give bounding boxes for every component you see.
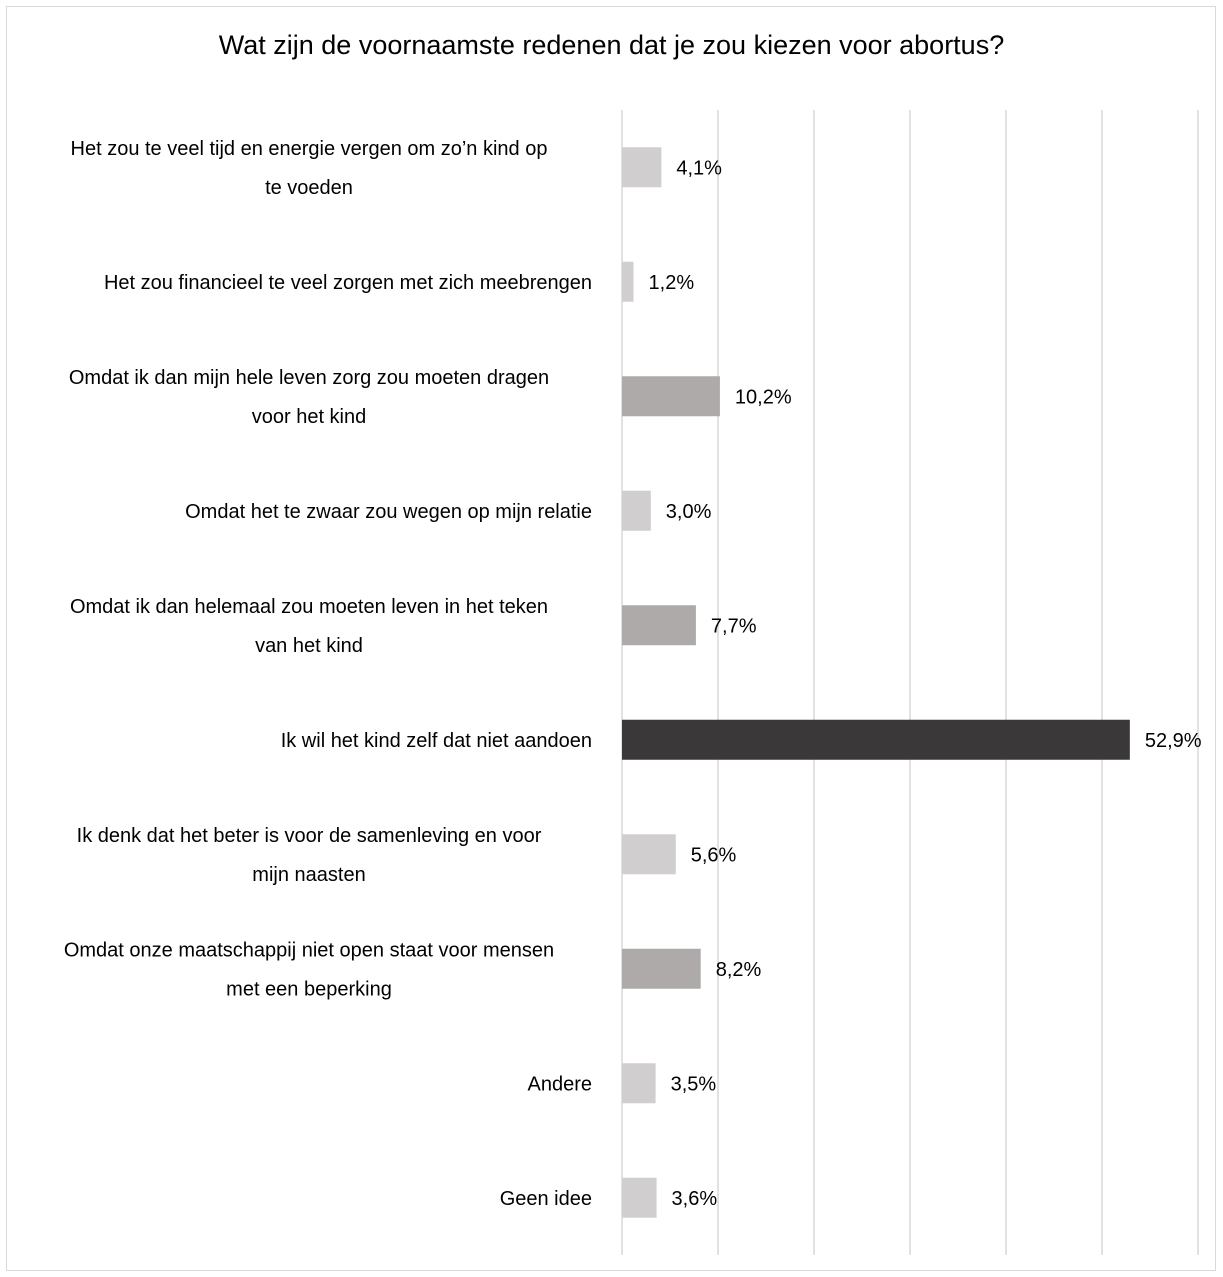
bar: [622, 1063, 656, 1104]
data-label: 3,5%: [671, 1073, 717, 1095]
data-label: 1,2%: [649, 272, 695, 294]
data-label: 8,2%: [716, 959, 762, 981]
bar: [622, 605, 696, 646]
category-label: Het zou te veel tijd en energie vergen o…: [71, 138, 548, 199]
category-label: Ik wil het kind zelf dat niet aandoen: [281, 730, 592, 752]
bar: [622, 948, 701, 989]
data-label: 4,1%: [676, 157, 722, 179]
bar: [622, 376, 720, 417]
data-label: 3,6%: [672, 1188, 718, 1210]
category-label: Omdat onze maatschappij niet open staat …: [64, 939, 554, 1000]
bars: [622, 147, 1130, 1218]
bar: [622, 261, 634, 302]
category-label: Andere: [528, 1073, 593, 1095]
bar: [622, 490, 651, 531]
category-label: Het zou financieel te veel zorgen met zi…: [104, 272, 592, 294]
category-label: Ik denk dat het beter is voor de samenle…: [77, 825, 542, 886]
category-label: Omdat het te zwaar zou wegen op mijn rel…: [185, 501, 592, 523]
bar: [622, 834, 676, 875]
category-label: Geen idee: [500, 1188, 592, 1210]
category-labels: Het zou te veel tijd en energie vergen o…: [64, 138, 592, 1210]
chart-title: Wat zijn de voornaamste redenen dat je z…: [218, 30, 1005, 60]
bar: [622, 1177, 657, 1218]
data-label: 52,9%: [1145, 730, 1202, 752]
data-label: 5,6%: [691, 844, 737, 866]
data-labels: 4,1% 1,2% 10,2% 3,0% 7,7% 52,9% 5,6% 8,2% 3,5% 3,…: [649, 157, 1202, 1210]
data-label: 7,7%: [711, 615, 757, 637]
data-label: 10,2%: [735, 386, 792, 408]
bar: [622, 147, 662, 188]
bar: [622, 719, 1130, 760]
data-label: 3,0%: [666, 501, 712, 523]
category-label: Omdat ik dan mijn hele leven zorg zou mo…: [69, 367, 549, 428]
category-label: Omdat ik dan helemaal zou moeten leven i…: [70, 596, 548, 657]
chart-frame: [6, 6, 1216, 1271]
